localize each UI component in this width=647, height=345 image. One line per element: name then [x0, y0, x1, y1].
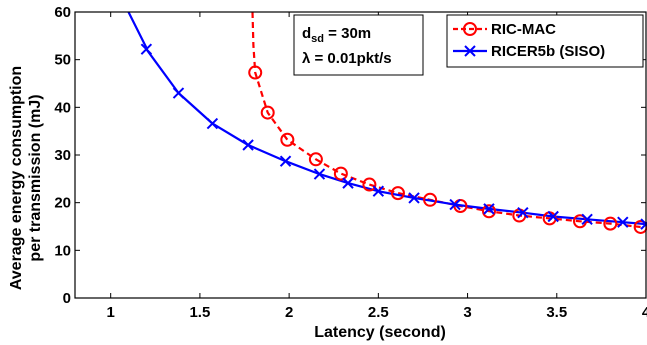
y-tick-label: 20 — [54, 195, 71, 212]
x-tick-label: 3.5 — [546, 304, 567, 321]
data-point-x — [206, 117, 219, 130]
data-point-x — [408, 192, 420, 204]
legend-marker-circle — [463, 22, 477, 36]
legend-marker-x — [464, 45, 476, 57]
x-axis-title: Latency (second) — [314, 324, 446, 341]
data-point-circle — [603, 216, 618, 231]
y-tick-label: 10 — [54, 242, 71, 259]
annotation-line2: λ = 0.01pkt/s — [302, 50, 392, 67]
data-point-x — [517, 206, 529, 219]
data-point-circle — [260, 105, 275, 120]
data-point-x — [279, 155, 292, 167]
x-tick-label: 2.5 — [368, 304, 389, 321]
data-point-x — [483, 203, 495, 215]
legend-item-ric-mac: RIC-MAC — [453, 21, 556, 38]
x-tick-label: 1.5 — [189, 304, 210, 321]
data-point-circle — [390, 186, 405, 201]
y-tick-label: 50 — [54, 52, 71, 69]
y-tick-label: 40 — [54, 99, 71, 116]
y-tick-label: 30 — [54, 147, 71, 164]
x-tick-label: 1 — [107, 304, 115, 321]
legend: RIC-MAC RICER5b (SISO) — [446, 14, 644, 68]
data-point-x — [617, 216, 629, 228]
annotation-line1: dsd = 30m — [302, 25, 371, 45]
data-point-circle — [308, 152, 323, 167]
data-point-circle — [481, 204, 496, 219]
data-point-circle — [333, 166, 348, 181]
data-point-x — [242, 139, 254, 151]
legend-item-ricer5b: RICER5b (SISO) — [453, 43, 605, 60]
y-axis-title-line2: per transmission (mJ) — [27, 94, 44, 261]
data-point-x — [547, 210, 559, 223]
legend-label-ricer5b: RICER5b (SISO) — [491, 43, 605, 60]
y-axis-title-line1: Average energy consumption — [8, 66, 25, 290]
x-tick-label: 2 — [285, 304, 293, 321]
data-point-circle — [423, 192, 438, 207]
data-point-circle — [248, 65, 263, 80]
y-tick-label: 60 — [54, 4, 71, 21]
data-point-circle — [280, 132, 295, 147]
data-point-x — [313, 168, 326, 180]
legend-label-ric-mac: RIC-MAC — [491, 21, 556, 38]
data-point-circle — [362, 177, 377, 192]
series-line-0 — [251, 12, 641, 229]
data-point-x — [449, 198, 461, 211]
marker-layer — [140, 43, 647, 234]
data-point-x — [172, 87, 185, 99]
data-point-x — [342, 177, 354, 189]
annotation-box: dsd = 30m λ = 0.01pkt/s — [293, 14, 424, 76]
axes-frame — [74, 11, 647, 299]
data-point-x — [140, 43, 153, 55]
x-tick-label: 4 — [642, 304, 647, 321]
y-tick-label: 0 — [63, 290, 71, 307]
data-point-x — [372, 185, 385, 197]
data-point-x — [581, 213, 593, 226]
x-tick-label: 3 — [463, 304, 471, 321]
